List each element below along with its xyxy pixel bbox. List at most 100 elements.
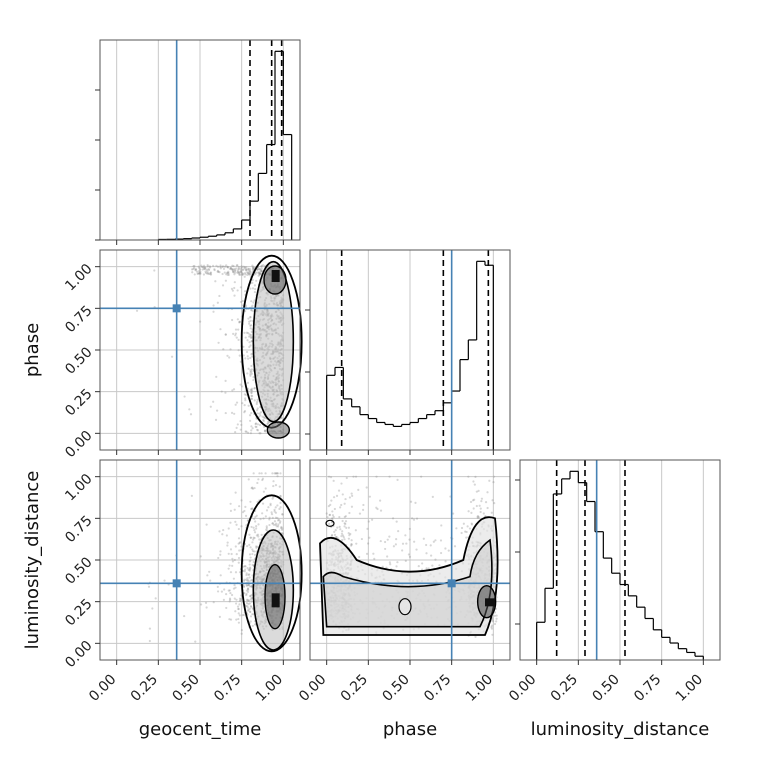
scatter-phase-distance-point bbox=[338, 525, 341, 528]
scatter-geocent-distance-point bbox=[261, 477, 265, 480]
scatter-phase-distance-point bbox=[432, 540, 435, 543]
scatter-geocent-phase-point bbox=[267, 422, 270, 425]
scatter-phase-distance-point bbox=[412, 518, 416, 521]
scatter-geocent-phase-point bbox=[238, 273, 241, 276]
scatter-geocent-distance-point bbox=[238, 541, 241, 545]
scatter-geocent-distance-point bbox=[250, 585, 253, 588]
scatter-geocent-distance-point bbox=[278, 485, 281, 488]
scatter-geocent-distance-point bbox=[253, 529, 256, 532]
scatter-geocent-phase-point bbox=[249, 388, 252, 391]
scatter-geocent-distance-point bbox=[245, 583, 248, 587]
scatter-geocent-phase-point bbox=[247, 269, 250, 272]
scatter-geocent-distance-point bbox=[274, 506, 277, 509]
scatter-geocent-phase-point bbox=[223, 265, 227, 268]
scatter-phase-distance-point bbox=[335, 535, 338, 539]
scatter-geocent-distance-point bbox=[251, 552, 254, 556]
scatter-phase-distance-point bbox=[493, 611, 497, 614]
scatter-geocent-phase-point bbox=[234, 334, 237, 337]
scatter-geocent-distance-point bbox=[190, 494, 193, 497]
scatter-geocent-phase-point bbox=[258, 268, 261, 271]
scatter-phase-distance-point bbox=[479, 507, 482, 510]
scatter-geocent-phase-point bbox=[252, 309, 255, 313]
scatter-geocent-phase-point bbox=[249, 356, 252, 360]
scatter-phase-distance-point bbox=[365, 486, 368, 489]
scatter-geocent-phase-point bbox=[249, 374, 252, 377]
scatter-geocent-phase-yticklabel-1: 0.25 bbox=[62, 386, 95, 419]
scatter-geocent-distance-point bbox=[248, 573, 251, 576]
scatter-phase-distance-point bbox=[355, 542, 358, 545]
scatter-geocent-phase-point bbox=[237, 270, 240, 274]
scatter-geocent-phase-point bbox=[246, 271, 249, 274]
scatter-geocent-distance-point bbox=[261, 512, 264, 515]
scatter-phase-distance-point bbox=[431, 564, 434, 567]
scatter-geocent-phase-point bbox=[259, 411, 263, 414]
scatter-geocent-distance-point bbox=[258, 538, 261, 541]
scatter-geocent-distance-point bbox=[238, 549, 241, 552]
scatter-geocent-phase-point bbox=[233, 269, 237, 273]
scatter-geocent-phase-point bbox=[232, 270, 235, 273]
scatter-geocent-phase-point bbox=[231, 264, 234, 267]
scatter-geocent-distance-point bbox=[255, 546, 258, 549]
scatter-geocent-distance-point bbox=[248, 602, 251, 605]
scatter-phase-distance-point bbox=[472, 507, 475, 510]
scatter-geocent-phase-point bbox=[253, 399, 256, 402]
scatter-geocent-distance-point bbox=[273, 510, 276, 513]
scatter-geocent-phase-point bbox=[226, 265, 229, 268]
scatter-phase-distance-point bbox=[422, 537, 425, 540]
scatter-geocent-phase-point bbox=[236, 423, 239, 426]
scatter-geocent-distance-point bbox=[147, 585, 151, 588]
xlabel-phase: phase bbox=[383, 719, 437, 740]
scatter-geocent-distance-point bbox=[249, 615, 253, 618]
scatter-geocent-phase-point bbox=[207, 268, 210, 271]
scatter-geocent-distance-point bbox=[276, 516, 279, 520]
scatter-geocent-phase-point bbox=[204, 268, 207, 271]
scatter-geocent-phase-point bbox=[206, 264, 209, 267]
scatter-geocent-phase-point bbox=[208, 268, 211, 272]
scatter-phase-distance-point bbox=[338, 515, 341, 519]
scatter-geocent-distance-point bbox=[276, 472, 279, 475]
scatter-geocent-phase-point bbox=[243, 410, 247, 413]
scatter-phase-distance-point bbox=[345, 476, 348, 480]
scatter-geocent-distance-xticklabel-1: 0.25 bbox=[128, 672, 161, 705]
scatter-phase-distance-point bbox=[404, 534, 407, 537]
scatter-geocent-distance-point bbox=[281, 513, 284, 516]
scatter-geocent-distance-point bbox=[262, 517, 265, 520]
scatter-phase-distance-point bbox=[341, 534, 345, 537]
hist-phase bbox=[305, 249, 511, 455]
scatter-geocent-phase-point bbox=[189, 413, 193, 416]
scatter-geocent-distance-point bbox=[246, 579, 249, 582]
scatter-geocent-phase-point bbox=[247, 272, 250, 275]
scatter-geocent-phase-point bbox=[249, 336, 253, 340]
scatter-geocent-distance-point bbox=[255, 525, 258, 528]
scatter-geocent-phase-point bbox=[209, 273, 213, 276]
scatter-geocent-phase-point bbox=[248, 345, 251, 349]
scatter-geocent-distance-point bbox=[245, 592, 248, 595]
scatter-geocent-phase-point bbox=[235, 267, 238, 270]
scatter-geocent-phase-point bbox=[247, 267, 250, 271]
scatter-geocent-phase-point bbox=[241, 272, 244, 275]
scatter-geocent-phase-point bbox=[255, 409, 259, 412]
scatter-geocent-distance-point bbox=[226, 544, 229, 547]
scatter-geocent-phase-point bbox=[244, 290, 247, 293]
scatter-phase-distance-point bbox=[344, 497, 347, 501]
scatter-phase-distance-point bbox=[344, 520, 348, 523]
scatter-geocent-distance-point bbox=[270, 513, 274, 516]
scatter-geocent-distance-point bbox=[245, 593, 248, 597]
scatter-geocent-phase-point bbox=[198, 272, 201, 275]
scatter-geocent-distance-point bbox=[231, 557, 234, 560]
scatter-geocent-distance-point bbox=[235, 598, 238, 601]
scatter-geocent-distance-point bbox=[228, 618, 231, 621]
scatter-geocent-distance-point bbox=[262, 490, 265, 493]
scatter-phase-distance-point bbox=[490, 511, 493, 514]
scatter-phase-distance-point bbox=[370, 518, 374, 521]
scatter-geocent-phase-point bbox=[250, 391, 253, 394]
scatter-geocent-phase-point bbox=[256, 271, 259, 274]
scatter-geocent-distance-point bbox=[279, 526, 283, 530]
scatter-geocent-distance-point bbox=[253, 536, 256, 540]
scatter-geocent-phase-point bbox=[205, 268, 209, 271]
scatter-geocent-phase-yticklabel-4: 1.00 bbox=[62, 261, 95, 294]
scatter-geocent-distance-point bbox=[245, 578, 248, 581]
scatter-geocent-phase-point bbox=[260, 267, 263, 270]
scatter-geocent-phase-point bbox=[153, 269, 156, 272]
scatter-geocent-phase-point bbox=[263, 416, 266, 420]
